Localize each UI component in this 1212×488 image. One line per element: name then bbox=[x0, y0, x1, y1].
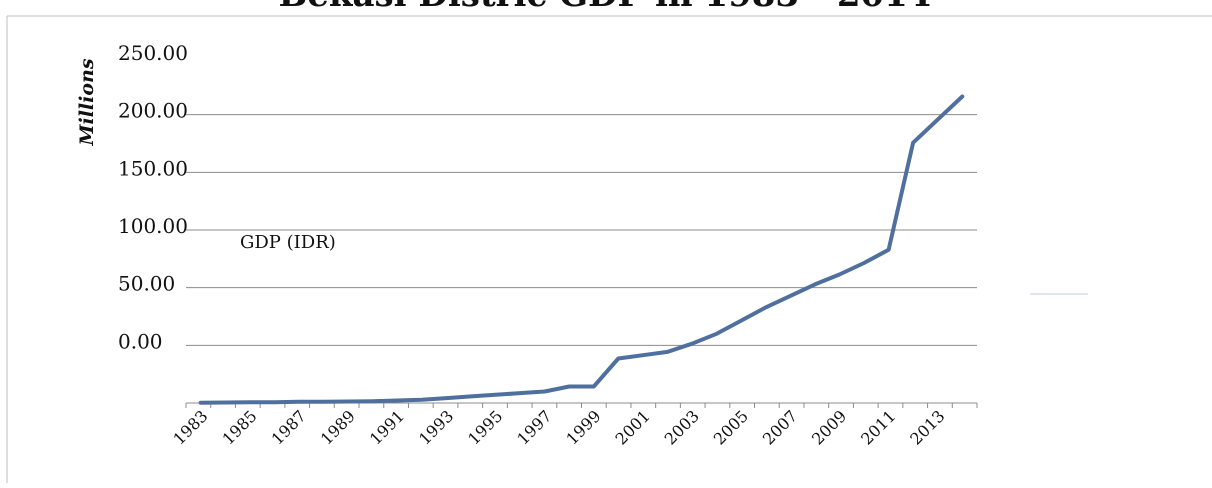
y-tick-label: 0.00 bbox=[118, 329, 163, 353]
x-tick-label: 2005 bbox=[710, 406, 752, 448]
x-tick-label: 1997 bbox=[513, 406, 555, 448]
x-tick-label: 1985 bbox=[218, 406, 260, 448]
x-tick-label: 1989 bbox=[317, 406, 359, 448]
x-tick-label: 1995 bbox=[464, 406, 506, 448]
series-label: GDP (IDR) bbox=[240, 232, 336, 253]
y-axis-label: Millions bbox=[76, 58, 98, 146]
y-tick-label: 150.00 bbox=[118, 156, 188, 180]
x-tick-label: 1993 bbox=[415, 406, 457, 448]
series-line bbox=[198, 94, 965, 405]
chart-title: Bekasi Distric GDP in 1983 - 2014 bbox=[279, 0, 932, 15]
x-tick-label: 1999 bbox=[562, 406, 604, 448]
series-layer bbox=[198, 94, 965, 405]
x-tick-label: 2011 bbox=[857, 406, 899, 448]
y-tick-label: 50.00 bbox=[118, 272, 175, 296]
y-tick-labels: 250.00 200.00 150.00 100.00 50.00 0.00 bbox=[118, 41, 188, 353]
x-tick-label: 2007 bbox=[759, 406, 801, 448]
x-tick-label: 2003 bbox=[661, 406, 703, 448]
gridlines bbox=[186, 114, 977, 346]
x-tick-label: 2009 bbox=[808, 406, 850, 448]
x-tick-label: 1983 bbox=[169, 406, 211, 448]
x-tick-label: 1991 bbox=[366, 406, 408, 448]
x-tick-labels: 1983 1985 1987 1989 1991 1993 1995 1997 1999 2001… bbox=[169, 406, 948, 448]
x-tick-label: 2001 bbox=[612, 406, 654, 448]
y-tick-label: 250.00 bbox=[118, 41, 188, 65]
y-tick-label: 200.00 bbox=[118, 99, 188, 123]
y-tick-label: 100.00 bbox=[118, 214, 188, 238]
x-tick-label: 2013 bbox=[906, 406, 948, 448]
x-tick-label: 1987 bbox=[268, 406, 310, 448]
